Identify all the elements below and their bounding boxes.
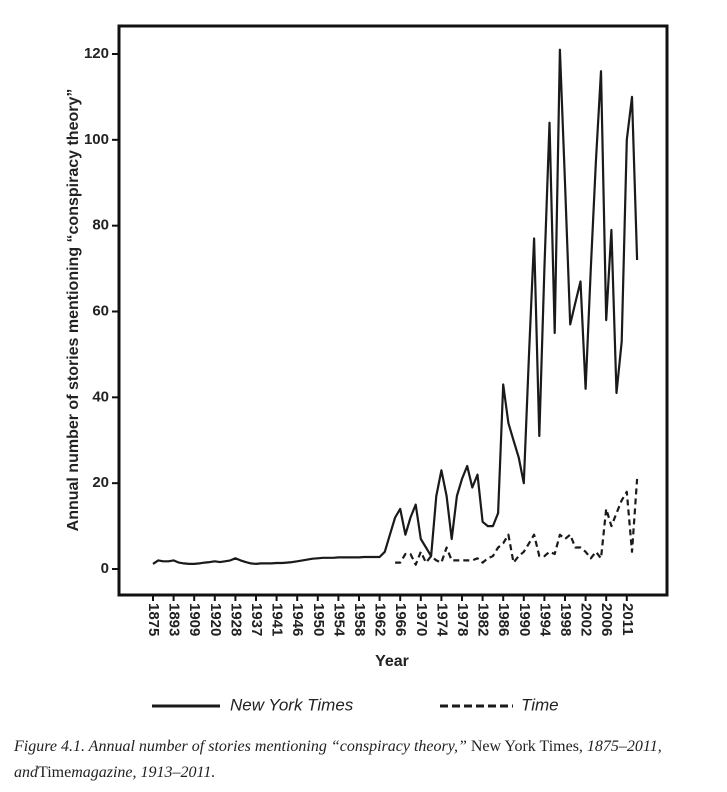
y-tick-label: 0 — [101, 560, 109, 577]
legend-label: Time — [521, 695, 559, 714]
x-tick-label: 1937 — [248, 603, 265, 636]
x-tick-label: 1974 — [433, 603, 450, 637]
x-tick-label: 1994 — [536, 603, 553, 637]
x-tick-label: 1928 — [227, 603, 244, 636]
y-tick-label: 20 — [92, 474, 109, 491]
caption-part: Figure 4.1. Annual number of stories men… — [13, 738, 467, 755]
x-tick-label: 1946 — [289, 603, 306, 636]
x-axis-title: Year — [375, 653, 409, 670]
caption-part: New York Times — [467, 738, 579, 755]
y-tick-label: 60 — [92, 302, 109, 319]
x-tick-label: 1982 — [475, 603, 492, 636]
x-tick-label: 2006 — [598, 603, 615, 636]
x-tick-label: 2011 — [619, 603, 636, 636]
y-axis-title: Annual number of stories mentioning “con… — [65, 89, 82, 532]
x-tick-label: 1962 — [372, 603, 389, 636]
x-tick-label: 1941 — [269, 603, 286, 636]
caption: Figure 4.1. Annual number of stories men… — [13, 738, 662, 755]
x-tick-label: 1909 — [186, 603, 203, 636]
y-tick-label: 80 — [92, 217, 109, 234]
x-tick-label: 1990 — [516, 603, 533, 636]
y-tick-label: 40 — [92, 388, 109, 405]
plot-frame — [117, 24, 669, 597]
x-tick-label: 1920 — [207, 603, 224, 636]
caption-part: and — [14, 764, 39, 781]
data-line — [152, 48, 639, 565]
y-tick-label: 120 — [84, 45, 109, 62]
x-tick-label: 1875 — [145, 603, 162, 636]
caption-part: , 1875–2011, — [579, 738, 662, 755]
x-tick-label: 1954 — [330, 603, 347, 637]
caption: andTimemagazine, 1913–2011. — [14, 764, 215, 781]
x-tick-label: 1978 — [454, 603, 471, 636]
x-tick-label: 1958 — [351, 603, 368, 636]
x-tick-label: 1893 — [166, 603, 183, 636]
x-tick-label: 1986 — [495, 603, 512, 636]
x-tick-label: 1998 — [557, 603, 574, 636]
x-tick-label: 1970 — [413, 603, 430, 636]
y-tick-label: 100 — [84, 131, 109, 148]
caption-part: Time — [38, 764, 71, 781]
x-tick-label: 1966 — [392, 603, 409, 636]
x-tick-label: 1950 — [310, 603, 327, 636]
x-tick-label: 2002 — [578, 603, 595, 636]
legend-label: New York Times — [230, 695, 354, 714]
caption-part: magazine, 1913–2011. — [71, 764, 215, 781]
data-line — [395, 478, 639, 566]
